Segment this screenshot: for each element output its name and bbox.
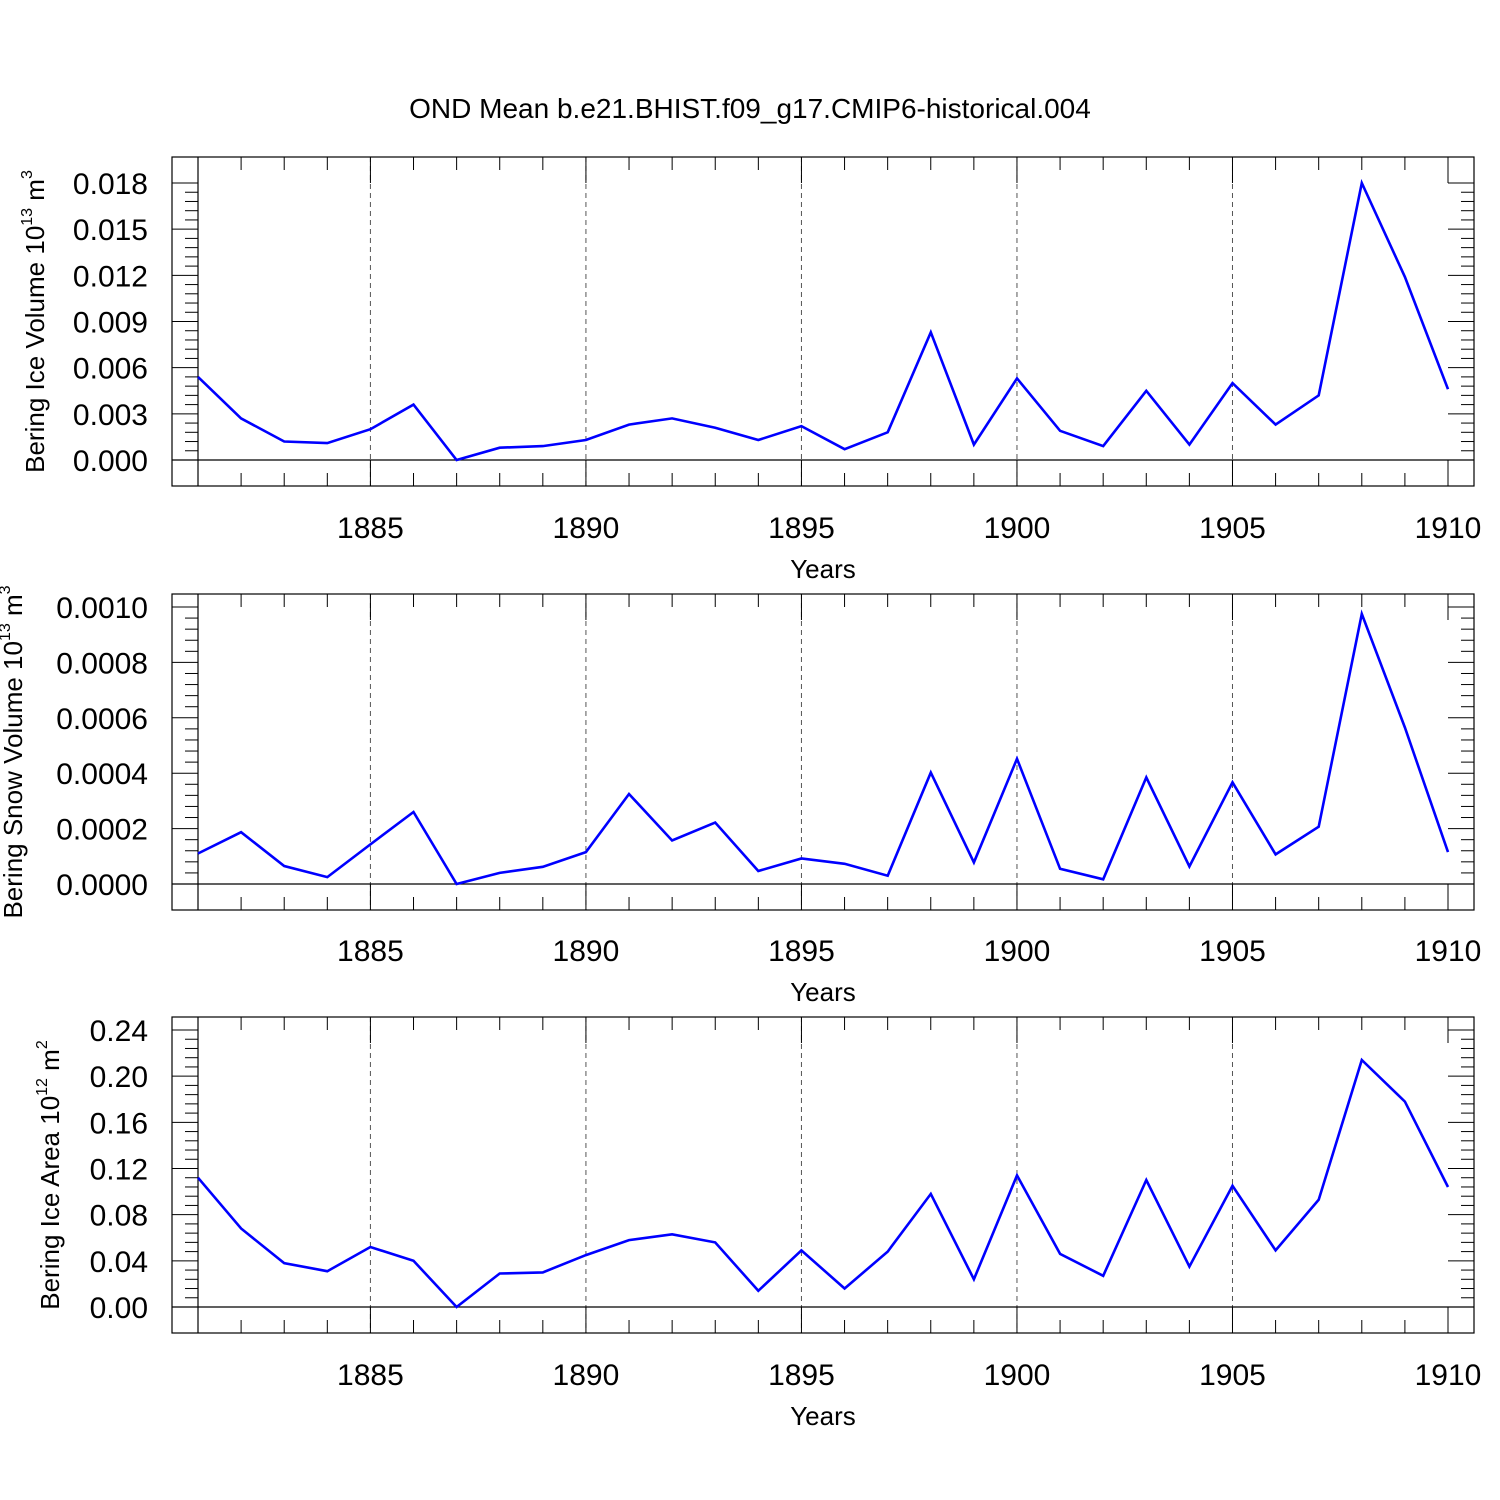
x-tick-label: 1890 (553, 1359, 620, 1392)
y-tick-label: 0.0010 (56, 592, 148, 625)
y-tick-label: 0.12 (90, 1154, 148, 1187)
panel-1: 1885 1890 1895 1900 1905 1910 Years 0.000 0.003 0… (19, 156, 1482, 584)
y-tick-label: 0.0006 (56, 703, 148, 736)
series-line (197, 178, 1450, 462)
y-axis-label-unit-exp: 3 (0, 585, 14, 594)
y-tick-label: 0.006 (73, 353, 148, 386)
y-axis-label-unit: m (0, 594, 28, 623)
x-tick-label: 1910 (1415, 1359, 1482, 1392)
y-axis-label-exp: 12 (34, 1078, 51, 1096)
y-tick-label: 0.003 (73, 399, 148, 432)
y-tick-label: 0.012 (73, 260, 148, 293)
y-axis-label-unit: m (20, 179, 50, 208)
plot-frame (171, 1016, 1475, 1334)
x-tick-label: 1910 (1415, 935, 1482, 968)
y-tick-label: 0.16 (90, 1107, 148, 1140)
plot-frame (171, 593, 1475, 911)
y-axis-label: Bering Ice Volume 1013 m3 (19, 170, 50, 473)
x-tick-label: 1905 (1199, 935, 1266, 968)
y-axis-label-main: Bering Snow Volume 10 (0, 641, 28, 919)
y-axis-label: Bering Ice Area 1012 m2 (34, 1040, 65, 1310)
panel-2: 1885 1890 1895 1900 1905 1910 Years 0.0000 0.000… (0, 585, 1481, 1007)
x-axis-label: Years (790, 977, 856, 1007)
y-tick-label: 0.0002 (56, 814, 148, 847)
y-tick-label: 0.0000 (56, 869, 148, 902)
x-tick-label: 1885 (337, 512, 404, 545)
x-tick-label: 1900 (984, 935, 1051, 968)
y-tick-label: 0.0008 (56, 647, 148, 680)
y-axis-label-main: Bering Ice Area 10 (35, 1096, 65, 1310)
x-tick-label: 1910 (1415, 512, 1482, 545)
y-axis-label-exp: 13 (0, 623, 14, 641)
x-axis-label: Years (790, 554, 856, 584)
x-tick-label: 1885 (337, 935, 404, 968)
y-tick-label: 0.08 (90, 1200, 148, 1233)
y-axis-label-exp: 13 (19, 208, 36, 226)
y-tick-label: 0.015 (73, 214, 148, 247)
y-tick-label: 0.24 (90, 1015, 148, 1048)
y-tick-label: 0.00 (90, 1292, 148, 1325)
figure-title: OND Mean b.e21.BHIST.f09_g17.CMIP6-histo… (409, 93, 1091, 124)
y-axis-label-unit-exp: 2 (34, 1040, 51, 1049)
series-line (197, 609, 1450, 886)
x-axis-label: Years (790, 1401, 856, 1431)
y-tick-label: 0.04 (90, 1246, 148, 1279)
y-tick-label: 0.20 (90, 1061, 148, 1094)
x-tick-label: 1890 (553, 935, 620, 968)
panel-3: 1885 1890 1895 1900 1905 1910 Years 0.00 0.04 0.0… (34, 1015, 1481, 1431)
y-axis-label: Bering Snow Volume 1013 m3 (0, 585, 28, 918)
x-tick-label: 1890 (553, 512, 620, 545)
y-tick-label: 0.000 (73, 445, 148, 478)
x-tick-label: 1900 (984, 512, 1051, 545)
series-line (197, 1057, 1450, 1309)
x-tick-label: 1900 (984, 1359, 1051, 1392)
y-tick-label: 0.0004 (56, 758, 148, 791)
y-tick-label: 0.018 (73, 168, 148, 201)
x-tick-label: 1905 (1199, 512, 1266, 545)
y-axis-label-unit: m (35, 1049, 65, 1078)
x-tick-label: 1885 (337, 1359, 404, 1392)
x-tick-label: 1895 (768, 512, 835, 545)
x-tick-label: 1895 (768, 935, 835, 968)
x-tick-label: 1895 (768, 1359, 835, 1392)
y-tick-label: 0.009 (73, 307, 148, 340)
y-axis-label-main: Bering Ice Volume 10 (20, 226, 50, 473)
y-axis-label-unit-exp: 3 (19, 170, 36, 179)
x-tick-label: 1905 (1199, 1359, 1266, 1392)
